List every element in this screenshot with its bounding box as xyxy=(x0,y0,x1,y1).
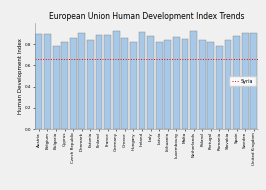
Bar xyxy=(181,39,188,129)
Bar xyxy=(233,36,240,129)
Y-axis label: Human Development Index: Human Development Index xyxy=(18,38,23,114)
Bar xyxy=(173,37,180,129)
Bar xyxy=(156,42,163,129)
Bar xyxy=(130,42,137,129)
Bar xyxy=(139,32,146,129)
Bar xyxy=(104,35,111,129)
Title: European Union Human Development Index Trends: European Union Human Development Index T… xyxy=(49,12,244,21)
Bar xyxy=(44,34,51,129)
Bar xyxy=(95,35,102,129)
Bar xyxy=(121,38,128,129)
Bar xyxy=(225,40,231,129)
Bar xyxy=(87,40,94,129)
Bar xyxy=(113,31,120,129)
Bar xyxy=(250,33,257,129)
Bar xyxy=(190,31,197,129)
Legend: Syria: Syria xyxy=(230,76,256,86)
Bar xyxy=(70,38,77,129)
Bar xyxy=(53,46,60,129)
Bar xyxy=(147,36,154,129)
Bar xyxy=(216,46,223,129)
Bar xyxy=(242,33,248,129)
Bar xyxy=(164,40,171,129)
Syria xyxy=(37,58,40,60)
Bar xyxy=(61,42,68,129)
Syria xyxy=(46,58,49,60)
Bar xyxy=(78,33,85,129)
Bar xyxy=(35,34,42,129)
Bar xyxy=(207,42,214,129)
Bar xyxy=(199,40,206,129)
